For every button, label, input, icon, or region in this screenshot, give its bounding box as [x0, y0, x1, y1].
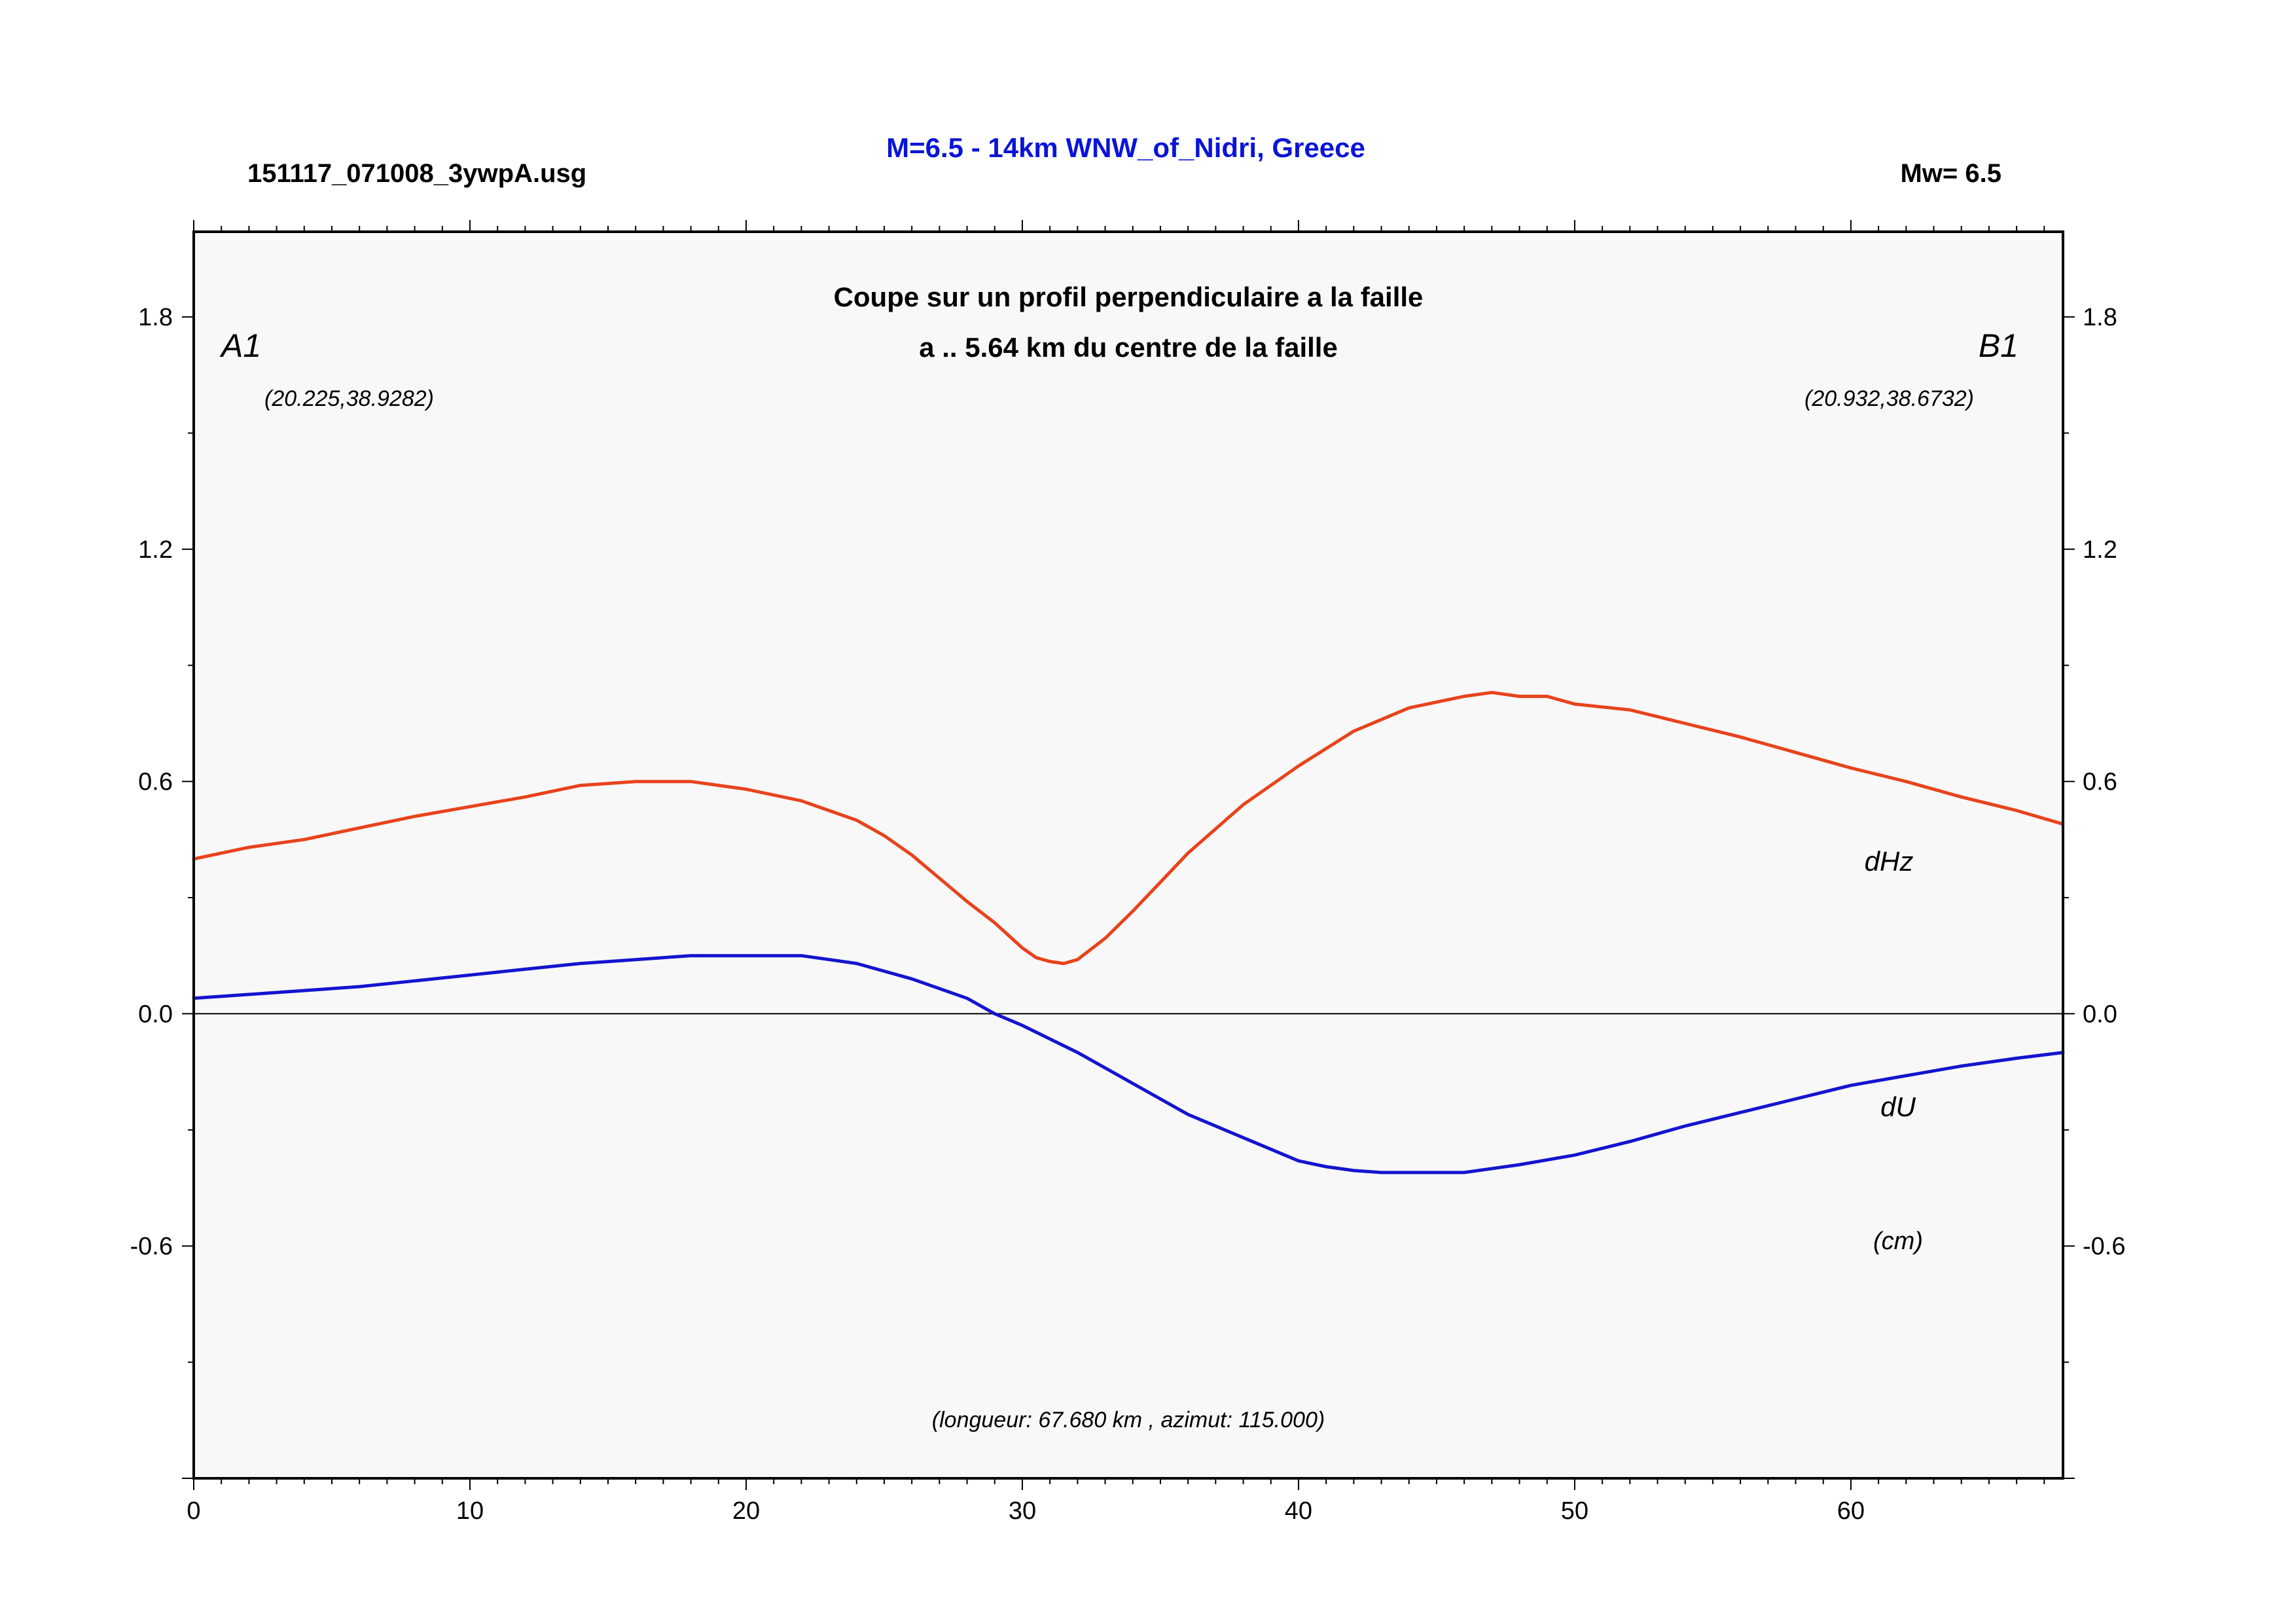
y-tick-label-left: 0.6 [138, 769, 173, 796]
plot-area [194, 232, 2063, 1478]
profile-heading-line2: a .. 5.64 km du centre de la faille [919, 332, 1338, 363]
series-line-dHz [192, 691, 2065, 966]
y-axis-left: -0.6 0.0 0.6 1.2 1.8 [130, 304, 194, 1479]
y-tick-label-right: -0.6 [2083, 1233, 2125, 1260]
x-tick-label: 20 [732, 1497, 760, 1525]
x-tick-label: 40 [1285, 1497, 1312, 1525]
chart-title: M=6.5 - 14km WNW_of_Nidri, Greece [886, 132, 1365, 163]
plot-frame [192, 230, 2064, 1480]
series-label-dHz: dHz [1865, 846, 1914, 877]
top-axis-ticks [193, 220, 2045, 232]
series-label-dU: dU [1880, 1091, 1916, 1122]
profile-info: (longueur: 67.680 km , azimut: 115.000) [932, 1408, 1325, 1432]
y-tick-label-left: 0.0 [138, 1000, 173, 1028]
endpoint-b-coords: (20.932,38.6732) [1804, 386, 1974, 411]
y-tick-label-left: 1.8 [138, 304, 173, 331]
y-tick-label-right: 1.2 [2083, 536, 2117, 564]
x-axis: 0 10 20 30 40 50 60 [187, 1478, 2045, 1525]
x-tick-label: 0 [187, 1497, 200, 1525]
y-tick-label-right: 1.8 [2083, 304, 2117, 331]
endpoint-a-label: A1 [219, 327, 261, 364]
series-line-dU [192, 954, 2065, 1175]
x-tick-label: 30 [1009, 1497, 1036, 1525]
series-layer [192, 691, 2065, 1175]
y-tick-label-left: 1.2 [138, 536, 173, 564]
profile-heading-line1: Coupe sur un profil perpendiculaire a la… [834, 282, 1424, 312]
file-name: 151117_071008_3ywpA.usg [247, 159, 586, 188]
x-tick-label: 10 [456, 1497, 484, 1525]
endpoint-a-coords: (20.225,38.9282) [264, 386, 434, 411]
x-tick-label: 60 [1837, 1497, 1865, 1525]
x-tick-label: 50 [1561, 1497, 1588, 1525]
y-tick-label-right: 0.0 [2083, 1000, 2117, 1028]
y-axis-right: -0.6 0.0 0.6 1.2 1.8 [2063, 304, 2125, 1479]
y-tick-label-right: 0.6 [2083, 769, 2117, 796]
y-tick-label-left: -0.6 [130, 1233, 173, 1260]
magnitude-label: Mw= 6.5 [1900, 159, 2001, 188]
unit-label: (cm) [1873, 1228, 1923, 1255]
endpoint-b-label: B1 [1979, 327, 2018, 364]
